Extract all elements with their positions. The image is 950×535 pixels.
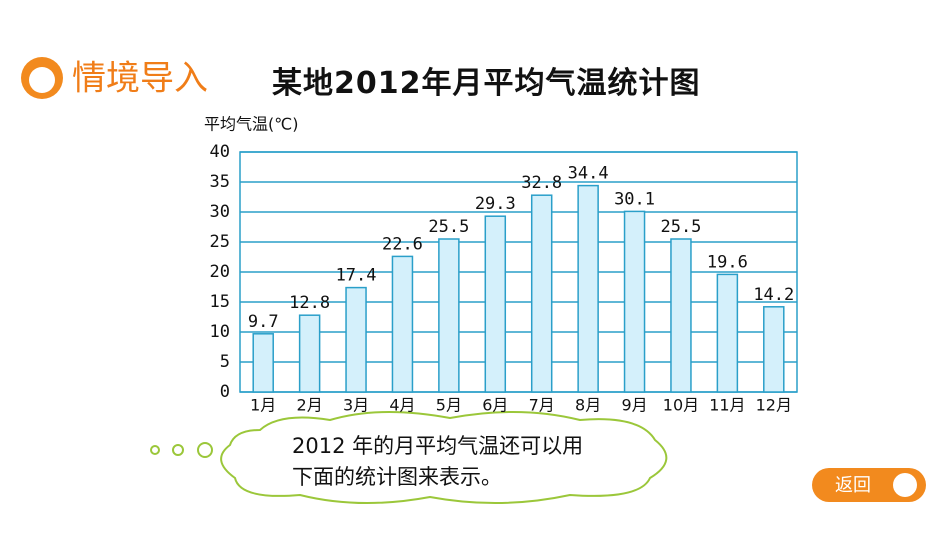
bar xyxy=(298,314,321,393)
bar xyxy=(623,210,646,393)
speech-bubble xyxy=(220,411,668,504)
y-tick-label: 20 xyxy=(210,262,230,282)
bar xyxy=(252,333,274,393)
x-tick-label: 11月 xyxy=(709,396,745,415)
value-label: 22.6 xyxy=(382,234,423,254)
chart-title: 某地2012年月平均气温统计图 xyxy=(272,66,701,101)
bar xyxy=(716,273,739,393)
y-tick-label: 15 xyxy=(210,292,230,312)
x-tick-label: 12月 xyxy=(756,396,792,415)
back-button[interactable]: 返回 xyxy=(812,468,926,502)
back-button-icon[interactable] xyxy=(893,473,917,497)
bar xyxy=(530,194,553,393)
back-button-label[interactable]: 返回 xyxy=(835,475,871,496)
y-tick-label: 5 xyxy=(220,352,230,372)
bubble-text: 2012 年的月平均气温还可以用 xyxy=(292,434,583,458)
bar xyxy=(763,306,785,393)
x-tick-label: 2月 xyxy=(297,396,323,415)
bubble-dot xyxy=(172,444,184,456)
value-label: 25.5 xyxy=(660,217,701,237)
x-tick-label: 1月 xyxy=(250,396,276,415)
x-tick-label: 10月 xyxy=(663,396,699,415)
x-tick-label: 3月 xyxy=(343,396,369,415)
value-label: 12.8 xyxy=(289,293,330,313)
y-tick-label: 30 xyxy=(210,202,230,222)
value-label: 29.3 xyxy=(475,194,516,214)
value-label: 32.8 xyxy=(521,173,562,193)
header-icon-inner xyxy=(29,67,55,93)
bar xyxy=(577,184,599,393)
bar xyxy=(438,238,460,393)
x-tick-label: 8月 xyxy=(575,396,601,415)
value-label: 14.2 xyxy=(753,285,794,305)
value-label: 17.4 xyxy=(336,266,377,286)
value-label: 19.6 xyxy=(707,252,748,272)
x-tick-label: 6月 xyxy=(482,396,508,415)
x-tick-label: 4月 xyxy=(389,396,415,415)
header-title: 情境导入 xyxy=(72,59,208,99)
y-tick-label: 25 xyxy=(210,232,230,252)
x-tick-label: 7月 xyxy=(529,396,555,415)
y-tick-label: 40 xyxy=(210,142,230,162)
bar xyxy=(484,215,507,393)
bar xyxy=(345,286,367,393)
bubble-text: 下面的统计图来表示。 xyxy=(292,465,502,489)
x-tick-label: 5月 xyxy=(436,396,462,415)
bar xyxy=(670,238,692,393)
y-tick-label: 0 xyxy=(220,382,230,402)
y-axis-label: 平均气温(℃) xyxy=(204,115,298,134)
value-label: 9.7 xyxy=(248,312,279,332)
bar xyxy=(391,255,414,393)
value-label: 25.5 xyxy=(428,217,469,237)
y-tick-label: 35 xyxy=(210,172,230,192)
value-label: 30.1 xyxy=(614,189,655,209)
value-label: 34.4 xyxy=(568,164,609,184)
plot-frame xyxy=(239,151,798,393)
bubble-dot xyxy=(197,442,213,458)
x-tick-label: 9月 xyxy=(621,396,647,415)
bubble-dot xyxy=(150,445,160,455)
y-tick-label: 10 xyxy=(210,322,230,342)
